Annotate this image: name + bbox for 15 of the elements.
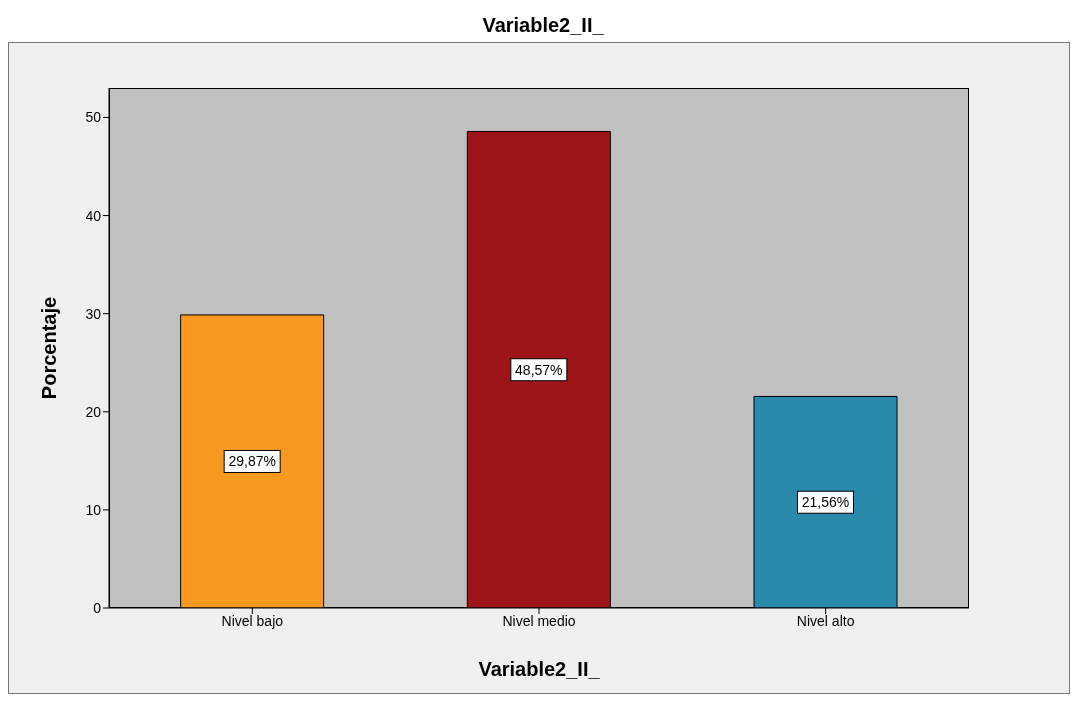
chart-title: Variable2_II_ [481, 13, 605, 38]
y-tick-label: 20 [85, 403, 102, 420]
data-label: 48,57% [515, 361, 563, 378]
x-tick-label: Nivel alto [796, 612, 855, 629]
y-axis-title: Porcentaje [38, 296, 61, 400]
y-tick-label: 0 [93, 599, 102, 616]
x-tick-label: Nivel bajo [221, 612, 284, 629]
y-tick-label: 10 [85, 501, 102, 518]
y-tick-label: 30 [85, 305, 102, 322]
y-tick-label: 40 [85, 207, 102, 224]
x-axis-title: Variable2_II_ [478, 658, 601, 680]
data-label: 21,56% [801, 494, 850, 511]
y-tick-label: 50 [85, 109, 102, 126]
data-label: 29,87% [228, 453, 276, 470]
x-tick-label: Nivel medio [502, 612, 576, 629]
